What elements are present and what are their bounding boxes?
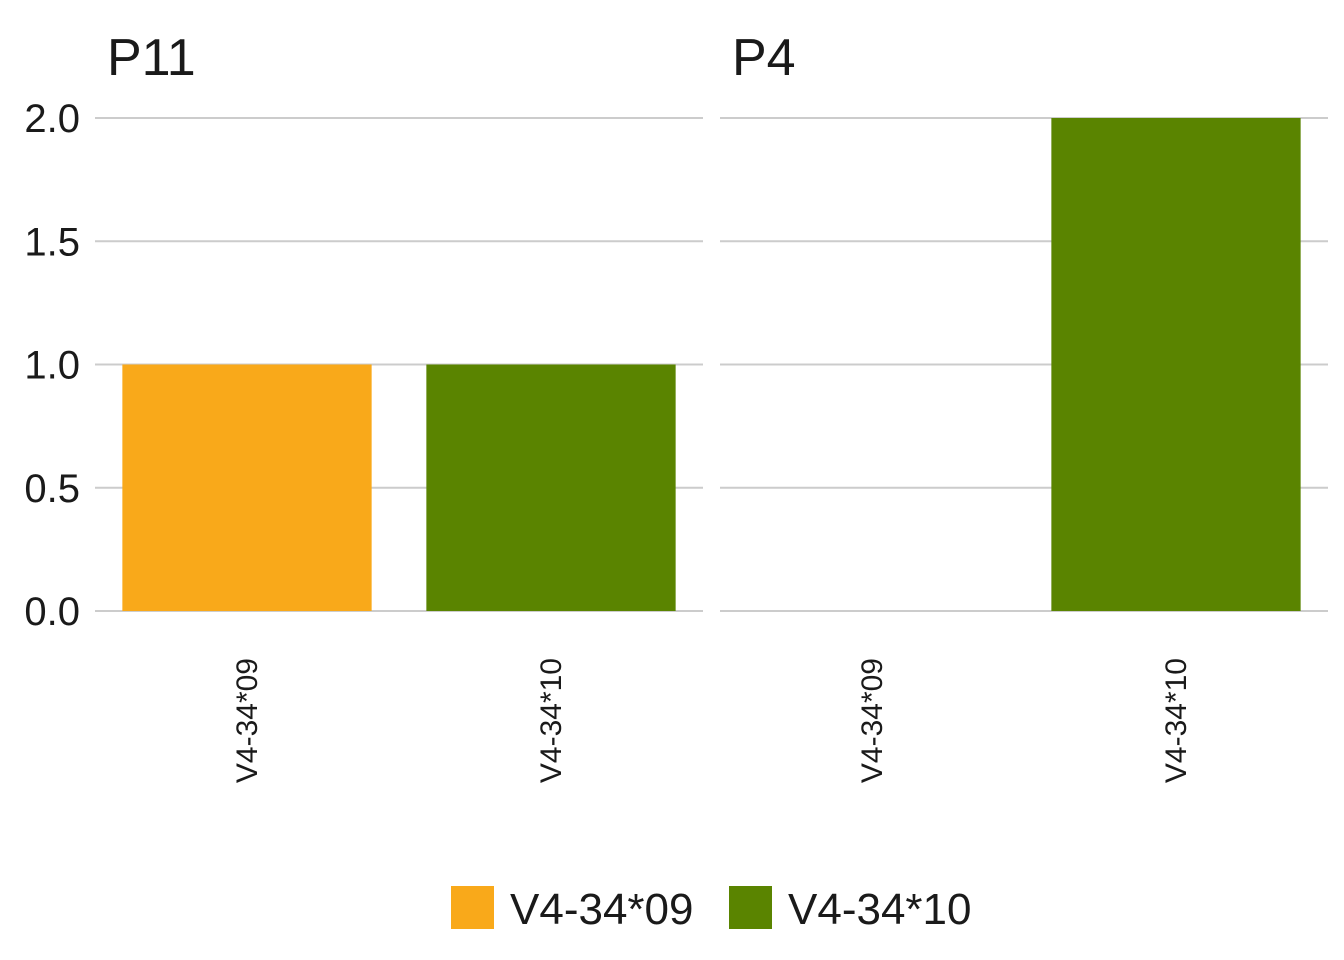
y-tick-label: 2.0 bbox=[24, 97, 80, 141]
legend-key bbox=[451, 886, 494, 929]
legend-label: V4-34*10 bbox=[788, 885, 971, 934]
legend-label: V4-34*09 bbox=[510, 885, 693, 934]
y-tick-label: 0.5 bbox=[24, 467, 80, 511]
y-tick-label: 0.0 bbox=[24, 590, 80, 634]
legend-key bbox=[729, 886, 772, 929]
bar bbox=[122, 364, 372, 611]
panel-title: P4 bbox=[732, 29, 796, 87]
x-tick-label: V4-34*10 bbox=[1160, 658, 1193, 783]
bar bbox=[1051, 118, 1301, 611]
panel-title: P11 bbox=[107, 29, 196, 87]
y-tick-label: 1.5 bbox=[24, 220, 80, 264]
x-tick-label: V4-34*09 bbox=[231, 658, 264, 783]
bar-layer bbox=[122, 118, 1301, 611]
y-tick-label: 1.0 bbox=[24, 344, 80, 388]
label-layer: 0.0 0.5 1.0 1.5 2.0 P11 V4-34*09 V4-34*10 P4 V4-3… bbox=[24, 29, 1193, 783]
bar bbox=[426, 364, 676, 611]
x-tick-label: V4-34*10 bbox=[535, 658, 568, 783]
x-tick-label: V4-34*09 bbox=[856, 658, 889, 783]
legend: V4-34*09 V4-34*10 bbox=[451, 885, 971, 934]
